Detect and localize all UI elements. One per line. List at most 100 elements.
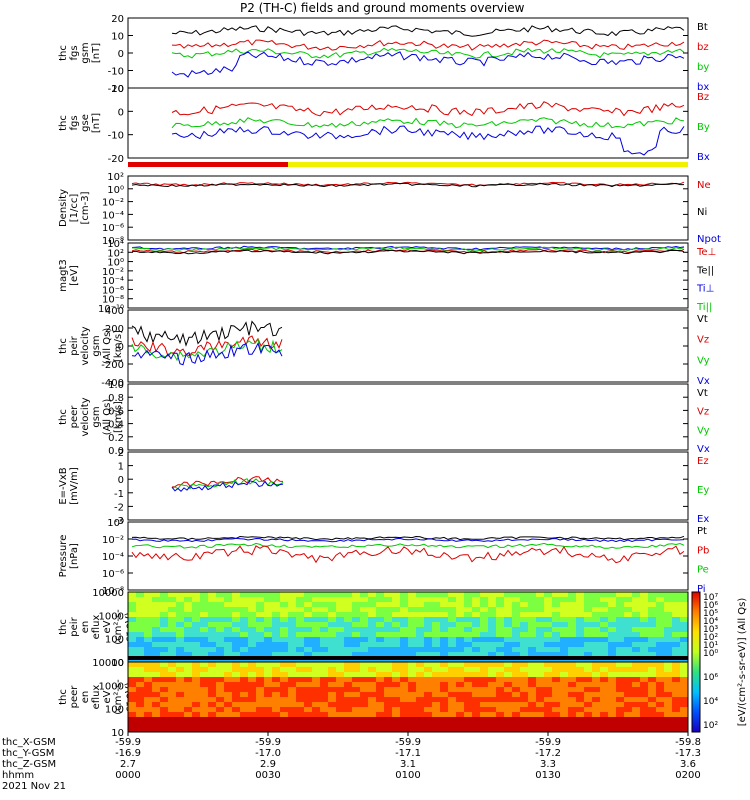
heatmap-cell (304, 667, 313, 673)
heatmap-cell (216, 627, 225, 633)
heatmap-cell (184, 647, 193, 653)
heatmap-cell (648, 612, 657, 618)
x-tick-label: -17.1 (395, 748, 421, 759)
heatmap-cell (264, 617, 273, 623)
heatmap-cell (336, 652, 345, 658)
heatmap-cell (424, 597, 433, 603)
heatmap-cell (152, 632, 161, 638)
heatmap-cell (552, 612, 561, 618)
heatmap-cell (160, 602, 169, 608)
heatmap-cell (680, 672, 689, 678)
heatmap-cell (536, 652, 545, 658)
heatmap-cell (496, 622, 505, 628)
heatmap-cell (344, 627, 353, 633)
series-line-Ti-par (131, 246, 685, 252)
heatmap-cell (160, 652, 169, 658)
heatmap-cell (528, 722, 537, 728)
heatmap-cell (544, 637, 553, 643)
legend-label-Npot: Npot (697, 234, 721, 245)
heatmap-cell (352, 687, 361, 693)
heatmap-cell (288, 647, 297, 653)
heatmap-cell (400, 707, 409, 713)
heatmap-cell (272, 702, 281, 708)
heatmap-cell (288, 652, 297, 658)
heatmap-cell (240, 607, 249, 613)
heatmap-cell (464, 642, 473, 648)
heatmap-cell (208, 652, 217, 658)
heatmap-cell (536, 602, 545, 608)
heatmap-cell (568, 617, 577, 623)
heatmap-cell (456, 637, 465, 643)
heatmap-cell (312, 652, 321, 658)
heatmap-cell (656, 627, 665, 633)
heatmap-cell (152, 712, 161, 718)
heatmap-cell (136, 597, 145, 603)
legend-label-Vz: Vz (697, 407, 709, 418)
heatmap-cell (160, 677, 169, 683)
heatmap-cell (176, 677, 185, 683)
heatmap-cell (600, 627, 609, 633)
heatmap-cell (672, 612, 681, 618)
heatmap-cell (368, 602, 377, 608)
heatmap-cell (280, 692, 289, 698)
heatmap-cell (256, 617, 265, 623)
heatmap-cell (296, 687, 305, 693)
heatmap-cell (640, 617, 649, 623)
heatmap-cell (432, 687, 441, 693)
heatmap-cell (192, 702, 201, 708)
heatmap-cell (472, 622, 481, 628)
heatmap-cell (448, 637, 457, 643)
y-axis-label: gsm (91, 335, 102, 356)
heatmap-cell (456, 592, 465, 598)
heatmap-cell (184, 602, 193, 608)
heatmap-cell (528, 617, 537, 623)
heatmap-cell (544, 712, 553, 718)
heatmap-cell (440, 692, 449, 698)
heatmap-cell (536, 687, 545, 693)
heatmap-cell (592, 667, 601, 673)
heatmap-cell (296, 667, 305, 673)
heatmap-cell (680, 692, 689, 698)
heatmap-cell (232, 607, 241, 613)
heatmap-cell (152, 707, 161, 713)
heatmap-cell (656, 637, 665, 643)
heatmap-cell (656, 707, 665, 713)
heatmap-cell (560, 687, 569, 693)
heatmap-cell (656, 682, 665, 688)
heatmap-cell (432, 612, 441, 618)
heatmap-cell (216, 727, 225, 733)
heatmap-cell (160, 637, 169, 643)
heatmap-cell (128, 697, 137, 703)
heatmap-cell (360, 637, 369, 643)
y-axis-label: [eV] (69, 265, 80, 286)
heatmap-cell (528, 712, 537, 718)
heatmap-cell (568, 627, 577, 633)
heatmap-cell (480, 622, 489, 628)
heatmap-cell (456, 662, 465, 668)
heatmap-cell (192, 612, 201, 618)
heatmap-cell (384, 697, 393, 703)
heatmap-cell (560, 712, 569, 718)
heatmap-cell (496, 617, 505, 623)
heatmap-cell (648, 647, 657, 653)
heatmap-cell (176, 592, 185, 598)
heatmap-cell (576, 692, 585, 698)
heatmap-cell (168, 727, 177, 733)
legend-label-Ti⊥: Ti⊥ (696, 284, 714, 295)
heatmap-cell (360, 662, 369, 668)
heatmap-cell (528, 642, 537, 648)
heatmap-cell (560, 602, 569, 608)
heatmap-cell (408, 617, 417, 623)
heatmap-cell (256, 702, 265, 708)
heatmap-cell (416, 632, 425, 638)
heatmap-cell (144, 697, 153, 703)
heatmap-cell (528, 607, 537, 613)
heatmap-cell (240, 647, 249, 653)
heatmap-cell (632, 607, 641, 613)
status-bar-red (128, 162, 288, 167)
heatmap-cell (248, 687, 257, 693)
heatmap-cell (360, 592, 369, 598)
heatmap-cell (632, 602, 641, 608)
heatmap-cell (488, 622, 497, 628)
series-line-by (171, 47, 685, 59)
